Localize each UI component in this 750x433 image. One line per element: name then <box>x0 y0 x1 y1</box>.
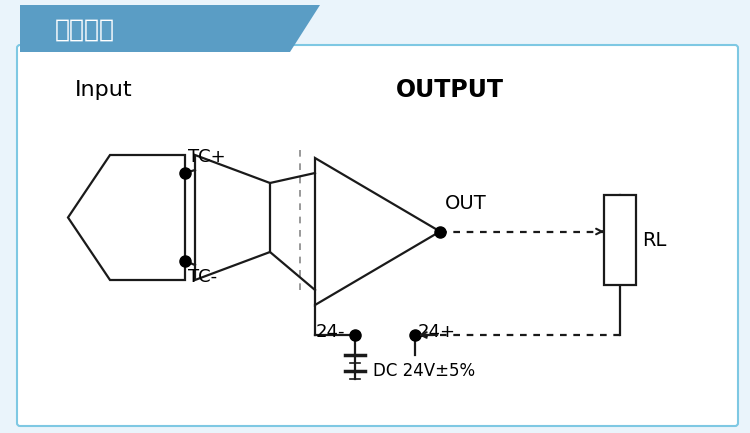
Text: OUT: OUT <box>445 194 487 213</box>
Text: TC+: TC+ <box>188 148 226 166</box>
Polygon shape <box>195 155 270 280</box>
Text: 24+: 24+ <box>418 323 456 341</box>
Polygon shape <box>20 5 320 52</box>
Polygon shape <box>315 158 440 305</box>
Text: OUTPUT: OUTPUT <box>396 78 504 102</box>
Polygon shape <box>68 155 185 280</box>
Bar <box>604 195 636 285</box>
Text: TC-: TC- <box>188 268 218 286</box>
Text: Input: Input <box>75 80 133 100</box>
Text: 24-: 24- <box>316 323 345 341</box>
Text: 接线方式: 接线方式 <box>55 17 115 42</box>
Text: DC 24V±5%: DC 24V±5% <box>373 362 476 380</box>
Text: RL: RL <box>642 230 666 249</box>
FancyBboxPatch shape <box>17 45 738 426</box>
